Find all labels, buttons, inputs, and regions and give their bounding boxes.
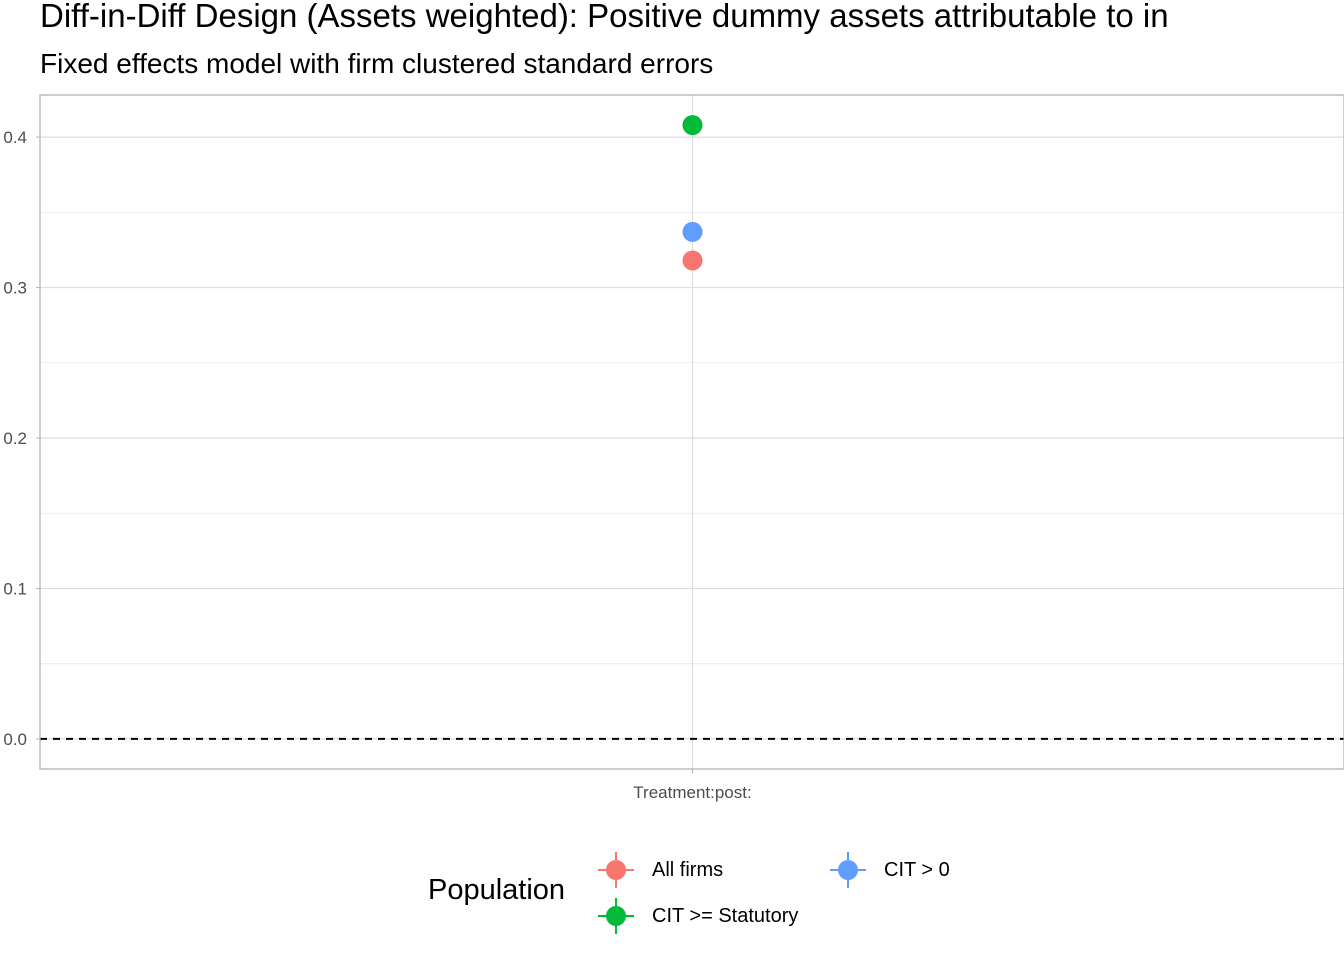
legend-key-dot (838, 860, 858, 880)
y-tick-label: 0.4 (3, 128, 27, 147)
legend-label-all-firms: All firms (652, 859, 724, 881)
y-tick-label: 0.1 (3, 579, 27, 598)
chart-subtitle: Fixed effects model with firm clustered … (40, 48, 714, 79)
legend-key-all-firms (598, 852, 634, 888)
data-point-cit-statutory (682, 115, 703, 136)
legend: Population All firms CIT > 0 CIT >= Stat… (428, 846, 988, 946)
y-tick-label: 0.3 (3, 279, 27, 298)
legend-title: Population (428, 874, 566, 906)
legend-key-dot (606, 860, 626, 880)
y-tick-label: 0.2 (3, 429, 27, 448)
grid-layer (40, 95, 1344, 769)
legend-key-cit-positive (830, 852, 866, 888)
y-tick-label: 0.0 (3, 730, 27, 749)
tick-layer: 0.0 0.1 0.2 0.3 0.4 Treatment:post: (3, 128, 751, 802)
chart-title: Diff-in-Diff Design (Assets weighted): P… (40, 0, 1169, 34)
point-layer (682, 115, 703, 271)
legend-key-dot (606, 906, 626, 926)
legend-key-cit-statutory (598, 898, 634, 934)
data-point-cit-0 (682, 221, 703, 242)
legend-label-cit-positive: CIT > 0 (884, 859, 950, 881)
legend-label-cit-statutory: CIT >= Statutory (652, 905, 799, 927)
x-tick-label: Treatment:post: (633, 783, 751, 802)
data-point-all-firms (682, 250, 703, 271)
panel-border (39, 94, 1344, 770)
